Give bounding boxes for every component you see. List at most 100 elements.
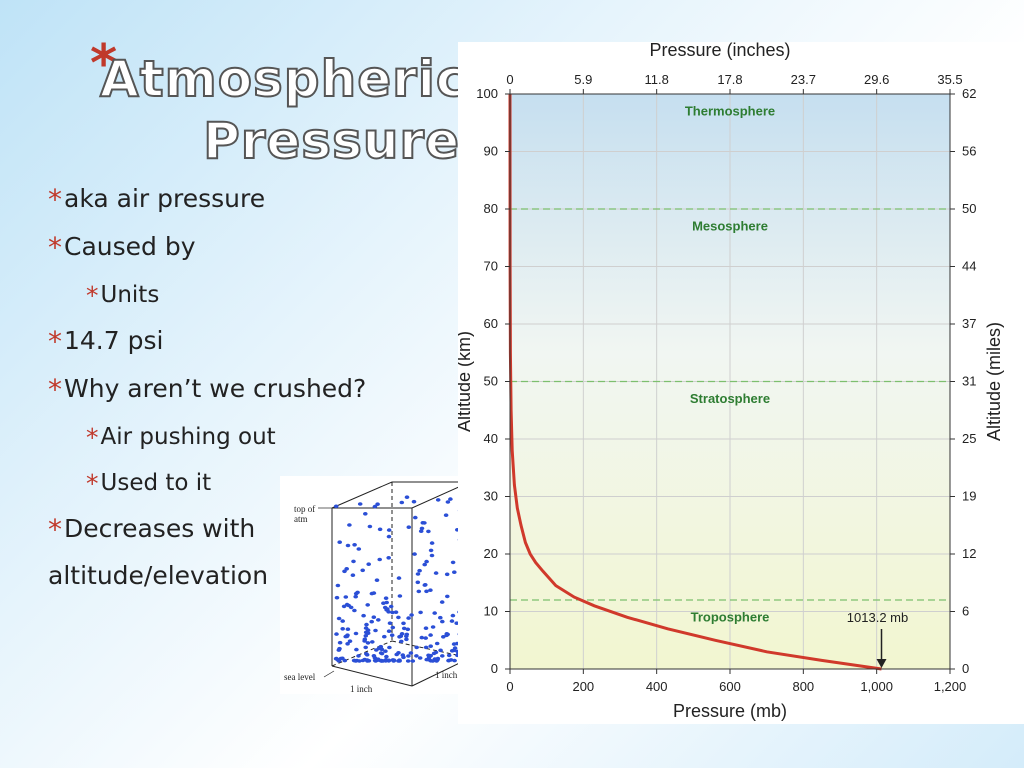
- air-molecule-dot: [426, 529, 431, 534]
- y-right-tick-label: 25: [962, 431, 976, 446]
- air-molecule-dot: [383, 596, 389, 600]
- air-molecule-dot: [401, 626, 407, 631]
- x-top-tick-label: 5.9: [574, 72, 592, 87]
- air-molecule-dot: [423, 645, 429, 650]
- bullet-item: *Decreases with: [48, 508, 458, 556]
- air-molecule-dot: [445, 594, 450, 599]
- annotation-group: 1013.2 mb: [847, 610, 908, 668]
- air-molecule-dot: [374, 578, 380, 582]
- bullet-text: aka air pressure: [64, 184, 266, 213]
- y-tick-label: 80: [484, 201, 498, 216]
- air-molecule-dot: [373, 628, 378, 633]
- air-molecule-dot: [356, 654, 361, 658]
- air-molecule-dot: [337, 646, 342, 651]
- air-molecule-dot: [353, 594, 358, 599]
- air-molecule-dot: [445, 500, 451, 504]
- air-molecule-dot: [390, 625, 396, 630]
- air-molecule-dot: [401, 621, 406, 626]
- air-molecule-dot: [404, 495, 410, 499]
- air-molecule-dot: [376, 618, 381, 622]
- air-molecule-dot: [396, 615, 401, 620]
- air-molecule-dot: [412, 552, 417, 556]
- air-molecule-dot: [396, 576, 402, 580]
- air-molecule-dot: [386, 528, 392, 532]
- pressure-altitude-chart: Thermosphere Mesosphere Stratosphere Tropos…: [454, 40, 1024, 724]
- air-molecule-dot: [336, 616, 342, 621]
- air-molecule-dot: [419, 635, 425, 640]
- air-molecule-dot: [416, 589, 422, 594]
- air-molecule-dot: [372, 504, 378, 509]
- air-molecule-dot: [415, 572, 421, 576]
- air-molecule-dot: [440, 654, 445, 658]
- y-right-tick-label: 50: [962, 201, 976, 216]
- air-molecule-dot: [377, 557, 382, 562]
- x-tick-label: 400: [646, 679, 668, 694]
- air-molecule-dot: [446, 653, 452, 658]
- air-molecule-dot: [397, 658, 402, 663]
- x-tick-label: 1,200: [934, 679, 967, 694]
- x-top-tick-label: 29.6: [864, 72, 889, 87]
- air-molecule-dot: [343, 595, 349, 599]
- air-molecule-dot: [353, 631, 359, 636]
- bullet-text: Caused by: [64, 232, 196, 261]
- air-molecule-dot: [347, 523, 352, 527]
- sea-level-pointer: [323, 670, 335, 678]
- air-molecule-dot: [424, 559, 429, 564]
- air-molecule-dot: [360, 568, 365, 573]
- title-line-1: Atmospheric: [99, 49, 467, 109]
- air-molecule-dot: [357, 502, 363, 506]
- air-molecule-dot: [340, 619, 345, 623]
- title-line-2: Pressure: [202, 111, 460, 171]
- bullet-text: altitude/elevation: [48, 561, 269, 590]
- air-molecule-dot: [450, 613, 456, 618]
- layer-label: Troposphere: [691, 609, 770, 624]
- air-molecule-dot: [354, 647, 359, 652]
- air-molecule-dot: [363, 634, 369, 638]
- bullet-text: Decreases with: [64, 514, 256, 543]
- air-molecule-dot: [384, 654, 389, 659]
- bullet-text: Air pushing out: [100, 424, 276, 450]
- bullet-list: *aka air pressure *Caused by *Units *14.…: [48, 178, 458, 604]
- bullet-asterisk-icon: *: [48, 373, 62, 406]
- y-right-tick-label: 19: [962, 489, 976, 504]
- bullet-asterisk-icon: *: [48, 231, 62, 264]
- air-molecule-dot: [443, 513, 449, 517]
- air-molecule-dot: [433, 571, 439, 575]
- air-molecule-dot: [434, 641, 440, 646]
- air-molecule-dot: [408, 651, 414, 655]
- air-molecule-dot: [405, 659, 411, 663]
- air-molecule-dot: [334, 595, 340, 600]
- air-molecule-dot: [422, 583, 428, 587]
- bullet-asterisk-icon: *: [86, 423, 99, 452]
- chart-svg: Thermosphere Mesosphere Stratosphere Tropos…: [454, 40, 1004, 721]
- air-molecule-dot: [422, 562, 427, 567]
- air-molecule-dot: [344, 567, 349, 571]
- air-molecule-dot: [369, 619, 374, 624]
- pressure-curve: [508, 93, 882, 671]
- air-molecule-dot: [362, 637, 368, 642]
- air-molecule-dot: [452, 658, 457, 663]
- air-molecule-dot: [382, 605, 388, 610]
- air-molecule-dot: [393, 610, 399, 614]
- layer-label: Stratosphere: [690, 391, 770, 406]
- x-top-tick-label: 0: [506, 72, 513, 87]
- air-molecule-dot: [406, 654, 411, 658]
- y-tick-label: 50: [484, 374, 498, 389]
- air-molecule-dot: [400, 653, 406, 657]
- sub-bullet-item: *Units: [48, 274, 458, 320]
- bullet-asterisk-icon: *: [48, 513, 62, 546]
- air-molecule-dot: [386, 629, 392, 633]
- air-molecule-dot: [371, 591, 377, 595]
- y-right-tick-label: 31: [962, 374, 976, 389]
- air-molecule-dot: [347, 639, 353, 643]
- air-molecule-dot: [335, 583, 341, 588]
- air-molecule-dot: [366, 562, 371, 566]
- y-tick-label: 30: [484, 489, 498, 504]
- y-tick-label: 20: [484, 546, 498, 561]
- air-molecule-dot: [345, 627, 351, 631]
- air-molecule-dot: [375, 657, 380, 662]
- y-tick-label: 70: [484, 259, 498, 274]
- x-tick-label: 200: [572, 679, 594, 694]
- air-molecule-dot: [435, 498, 441, 502]
- air-molecule-dot: [334, 632, 339, 636]
